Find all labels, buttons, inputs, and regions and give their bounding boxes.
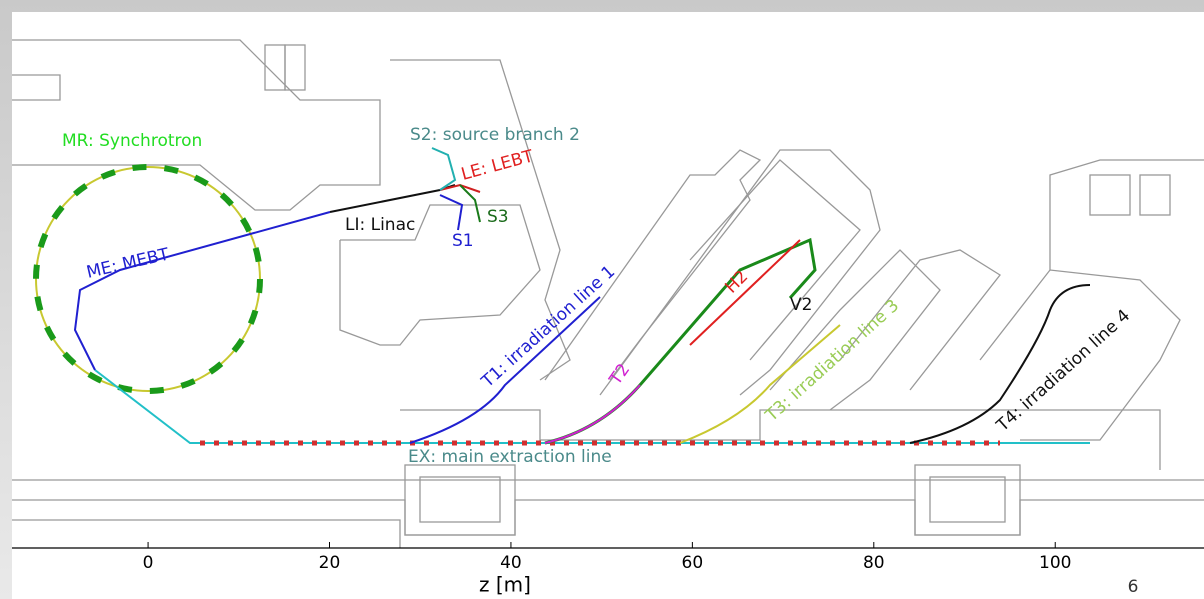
tick-label: 20 [319,553,341,573]
t3-line [679,324,841,444]
tick-label: 80 [863,553,885,573]
mebt-line [73,211,331,371]
beamlines [33,147,1091,446]
page-number: 6 [1128,577,1139,597]
synchrotron-magnets [33,164,263,394]
beamline-label: S1 [452,231,474,251]
t1-line [409,296,601,444]
beamline-label: LI: Linac [345,215,415,235]
beamline-label: V2 [790,295,812,315]
tick-label: 60 [682,553,704,573]
tick-label: 100 [1039,553,1071,573]
axis-label: z [m] [479,573,531,597]
t4-line [909,284,1091,444]
h2-line [689,239,801,346]
tick-label: 0 [143,553,154,573]
beamline-label: S2: source branch 2 [410,125,580,145]
beamline-label: MR: Synchrotron [62,131,202,151]
tick-label: 40 [500,553,522,573]
axis: 0 20 40 60 80 100 [143,542,1071,573]
plot-area [12,12,1204,599]
beamline-label: S3 [487,207,509,227]
beamline-label: EX: main extraction line [408,447,612,467]
building-walls [12,39,1204,548]
